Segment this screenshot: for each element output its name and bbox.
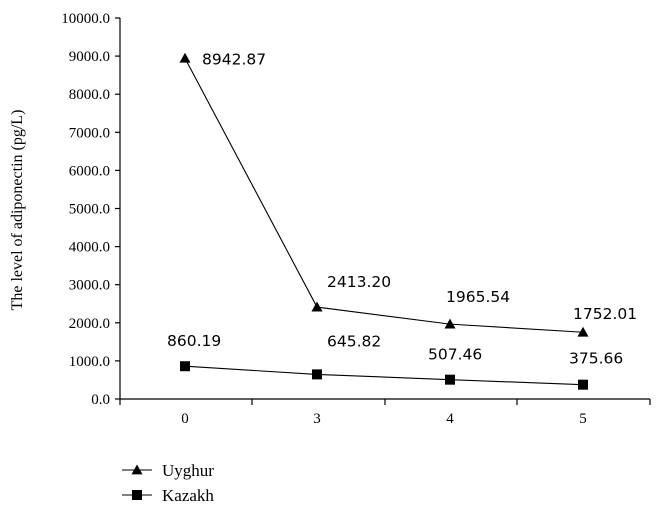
data-label: 1965.54 — [446, 288, 510, 306]
data-label: 645.82 — [327, 332, 381, 350]
series-uyghur: 8942.87 2413.20 1965.54 1752.01 — [180, 50, 638, 336]
data-label: 1752.01 — [573, 305, 637, 323]
legend-marker-square — [132, 490, 142, 500]
data-point — [180, 53, 191, 63]
data-label: 8942.87 — [202, 50, 266, 68]
x-tick-label: 5 — [579, 411, 587, 427]
series-line — [185, 58, 583, 332]
data-point — [578, 380, 588, 390]
y-tick-label: 7000.0 — [69, 125, 110, 141]
legend: Uyghur Kazakh — [122, 461, 214, 505]
y-tick-label: 8000.0 — [69, 87, 110, 103]
y-axis-title: The level of adiponectin (pg/L) — [9, 110, 26, 311]
data-label: 860.19 — [167, 332, 221, 350]
y-tick-label: 9000.0 — [69, 49, 110, 65]
data-label: 507.46 — [428, 346, 482, 364]
data-point — [312, 302, 323, 312]
data-point — [312, 369, 322, 379]
series-line — [185, 366, 583, 384]
y-tick-label: 2000.0 — [69, 316, 110, 332]
data-point — [180, 361, 190, 371]
y-tick-label: 6000.0 — [69, 163, 110, 179]
series-kazakh: 860.19 645.82 507.46 375.66 — [167, 332, 623, 389]
x-tick-label: 4 — [446, 411, 454, 427]
series-layer: 8942.87 2413.20 1965.54 1752.01 860.19 645.82… — [167, 50, 637, 389]
x-tick-label: 0 — [181, 411, 189, 427]
y-axis: 0.0 1000.0 2000.0 3000.0 4000.0 5000.0 6000.0 7… — [61, 11, 120, 408]
y-tick-label: 3000.0 — [69, 278, 110, 294]
x-tick-label: 3 — [313, 411, 321, 427]
data-label: 2413.20 — [327, 273, 391, 291]
y-tick-label: 0.0 — [91, 392, 110, 408]
data-point — [445, 375, 455, 385]
y-tick-label: 4000.0 — [69, 240, 110, 256]
x-axis: 0 3 4 5 — [120, 399, 650, 427]
y-tick-label: 10000.0 — [61, 11, 110, 27]
legend-label-kazakh: Kazakh — [162, 486, 214, 505]
data-label: 375.66 — [569, 350, 623, 368]
y-tick-label: 5000.0 — [69, 202, 110, 218]
y-tick-label: 1000.0 — [69, 354, 110, 370]
legend-label-uyghur: Uyghur — [162, 461, 214, 480]
